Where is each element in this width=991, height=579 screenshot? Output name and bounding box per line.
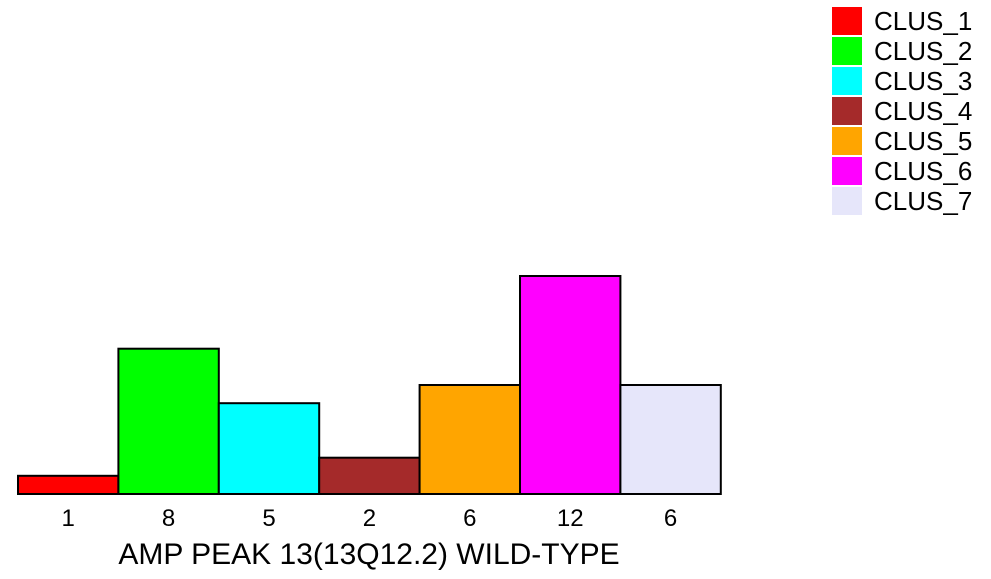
bar-value-label: 2 — [363, 505, 376, 532]
bar-value-label: 5 — [262, 505, 275, 532]
legend-item: CLUS_5 — [832, 126, 972, 156]
legend-swatch — [832, 157, 862, 185]
legend-label: CLUS_6 — [874, 156, 973, 186]
bar-value-label: 6 — [463, 505, 476, 532]
legend-label: CLUS_4 — [874, 96, 973, 126]
legend-swatch — [832, 67, 862, 95]
bar-clus-4 — [318, 456, 421, 496]
legend-swatch — [832, 37, 862, 65]
legend-label: CLUS_5 — [874, 126, 973, 156]
legend-label: CLUS_1 — [874, 6, 973, 36]
bar-clus-7 — [619, 384, 722, 495]
legend-label: CLUS_3 — [874, 66, 973, 96]
legend-swatch — [832, 127, 862, 155]
bar-clus-1 — [17, 474, 120, 495]
legend-swatch — [832, 7, 862, 35]
bar-value-label: 8 — [162, 505, 175, 532]
legend-swatch — [832, 97, 862, 125]
bar-clus-3 — [217, 402, 321, 496]
legend-item: CLUS_3 — [832, 66, 972, 96]
legend-label: CLUS_7 — [874, 186, 973, 216]
value-labels-group: 1 8 5 2 6 12 6 — [62, 505, 678, 532]
legend-item: CLUS_1 — [832, 6, 972, 36]
legend-swatch — [832, 187, 862, 215]
legend-item: CLUS_7 — [832, 186, 972, 216]
bar-clus-6 — [519, 275, 622, 495]
x-axis-label: AMP PEAK 13(13Q12.2) WILD-TYPE — [118, 538, 620, 571]
legend-item: CLUS_6 — [832, 156, 972, 186]
bar-clus-2 — [117, 347, 220, 496]
legend-label: CLUS_2 — [874, 36, 973, 66]
legend: CLUS_1 CLUS_2 CLUS_3 CLUS_4 CLUS_5 CLUS_… — [832, 6, 972, 216]
bar-value-label: 6 — [664, 505, 677, 532]
bar-value-label: 1 — [62, 505, 75, 532]
legend-item: CLUS_2 — [832, 36, 972, 66]
bars-group — [17, 275, 722, 496]
bar-clus-5 — [418, 384, 522, 495]
bar-value-label: 12 — [557, 505, 584, 532]
legend-item: CLUS_4 — [832, 96, 972, 126]
